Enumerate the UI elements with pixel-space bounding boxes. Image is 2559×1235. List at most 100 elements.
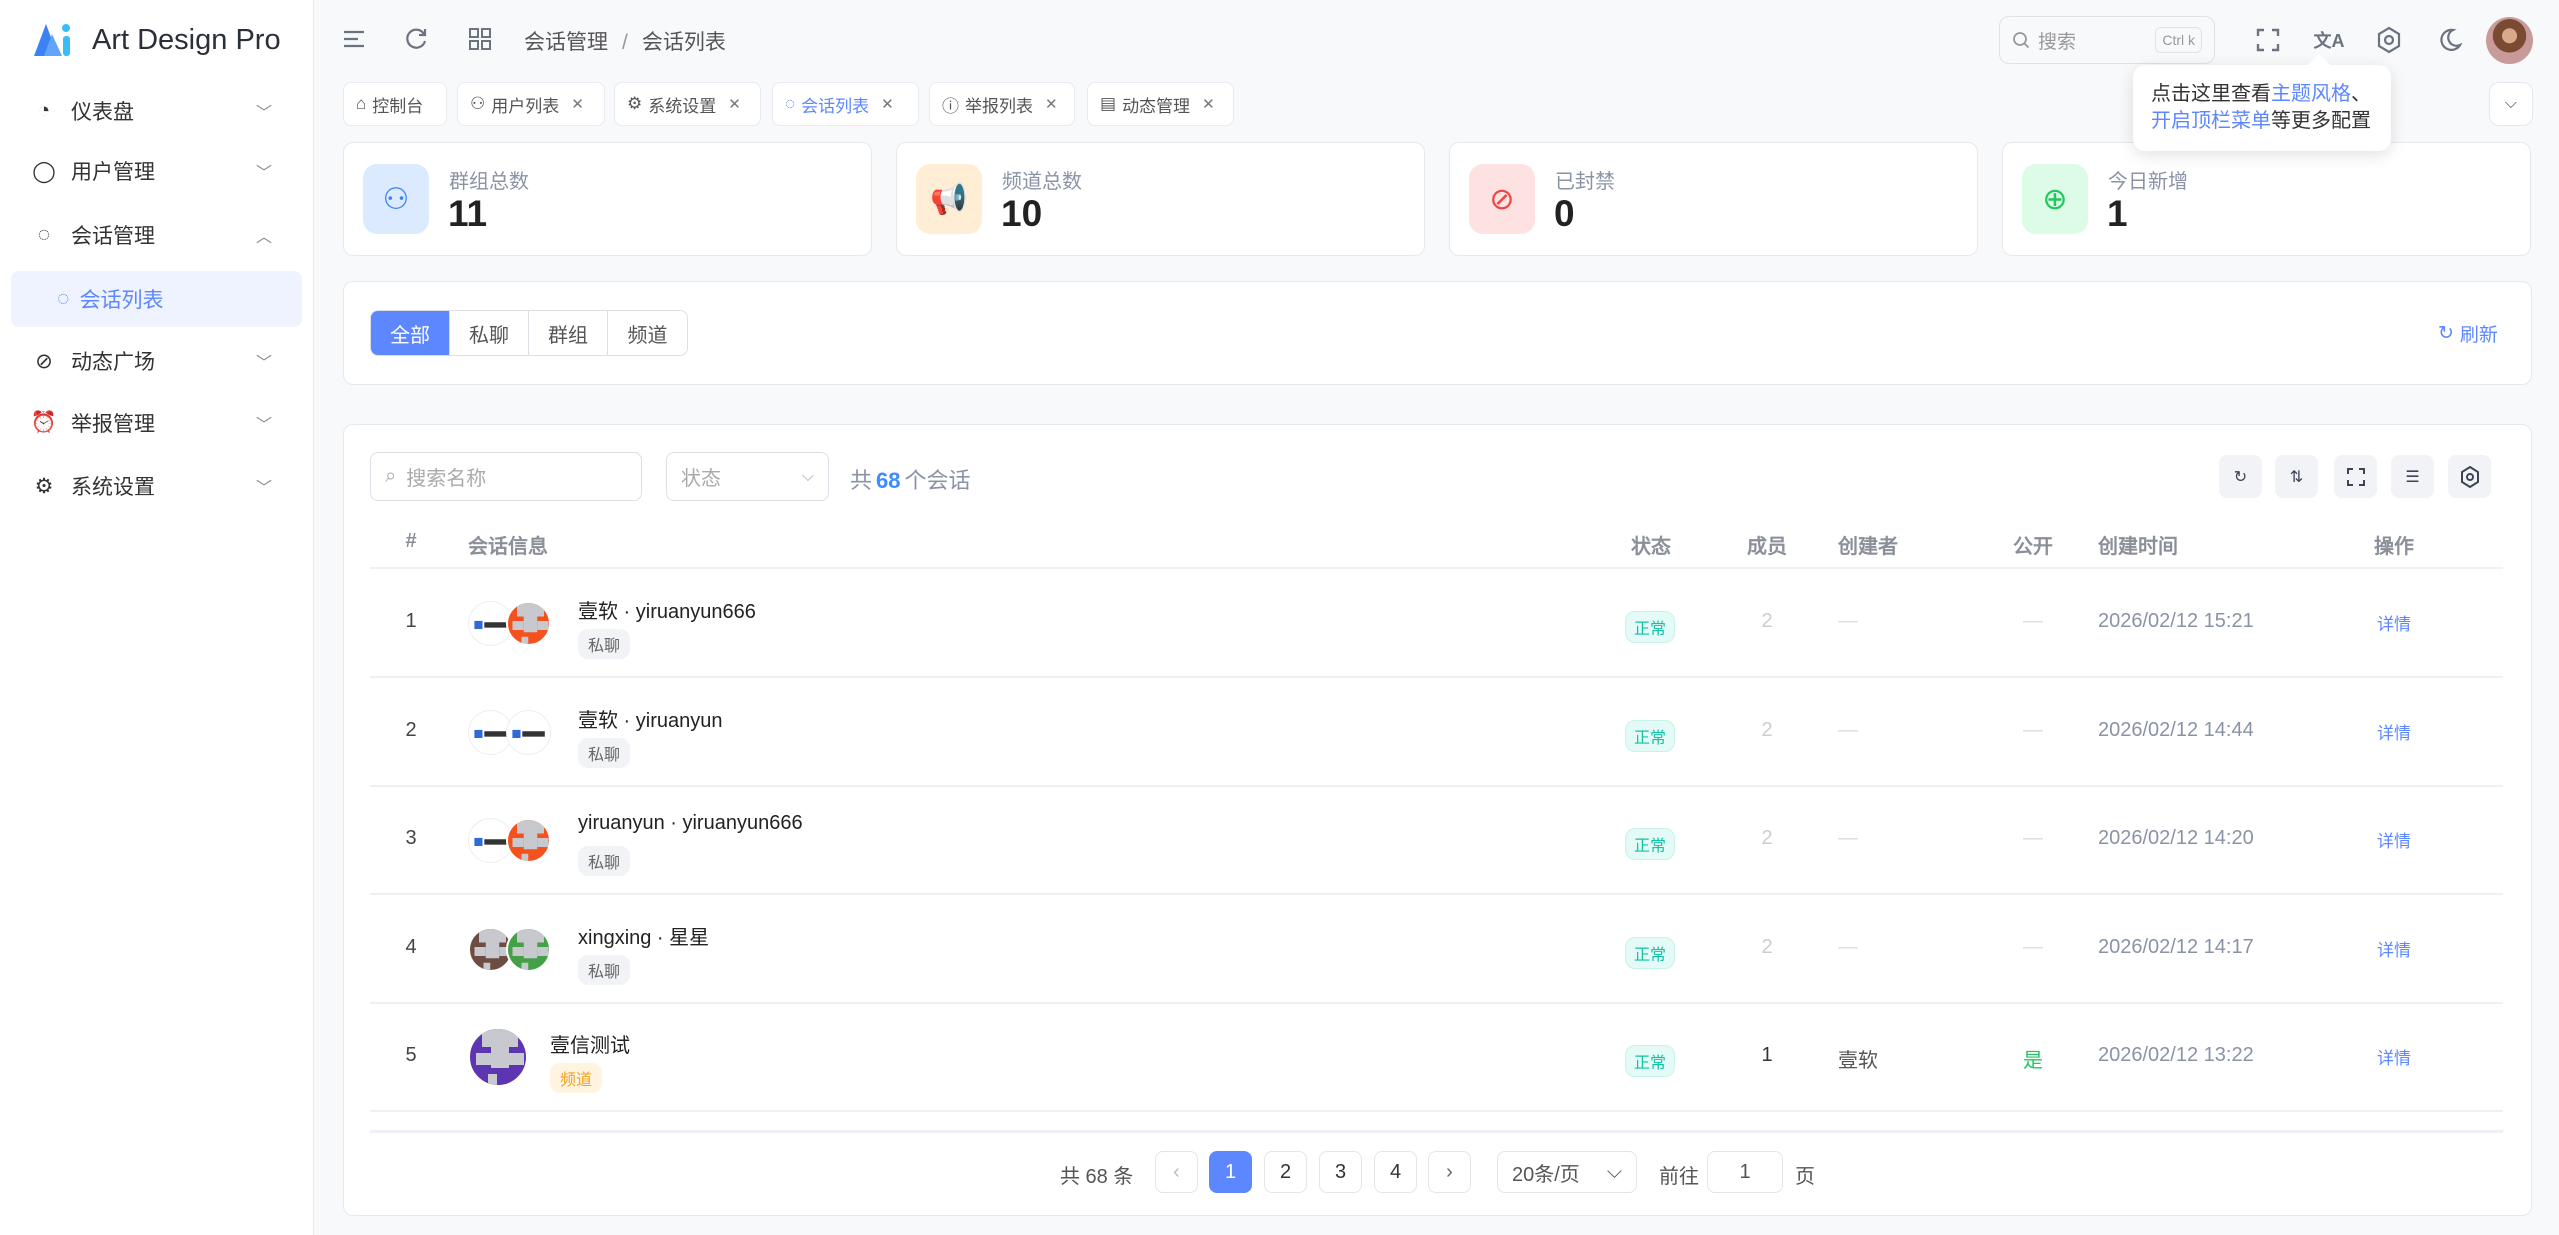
top-menu-link[interactable]: 开启顶栏菜单 <box>2151 110 2271 132</box>
creator: — <box>1838 718 1858 741</box>
sidebar-item-3[interactable]: ◌ 会话列表 <box>11 271 302 327</box>
segment-0[interactable]: 全部 <box>371 311 450 355</box>
tab-label: 用户列表 <box>491 96 560 116</box>
detail-link[interactable]: 详情 <box>2377 723 2411 743</box>
tab-3[interactable]: ◌ 会话列表 ✕ <box>772 82 919 126</box>
page-button[interactable]: 3 <box>1319 1151 1362 1193</box>
chevron-down-icon: ﹀ <box>255 417 272 434</box>
dark-mode-icon[interactable] <box>2433 23 2467 57</box>
segment-1[interactable]: 私聊 <box>450 311 529 355</box>
page-button[interactable]: 2 <box>1264 1151 1307 1193</box>
member-count: 1 <box>1761 1044 1773 1066</box>
global-search[interactable]: 搜索 Ctrl k <box>1999 16 2215 64</box>
chevron-up-icon: ︿ <box>255 229 272 246</box>
table-bottom-divider <box>370 1130 2503 1133</box>
segment-3[interactable]: 频道 <box>627 324 668 347</box>
detail-link[interactable]: 详情 <box>2377 940 2411 960</box>
table-fullscreen-button[interactable] <box>2334 455 2377 498</box>
created-time: 2026/02/12 14:20 <box>2098 827 2254 849</box>
table-density-button[interactable]: ☰ <box>2391 455 2434 498</box>
tab-1[interactable]: ⚇ 用户列表 ✕ <box>457 82 605 126</box>
user-avatar[interactable] <box>2486 17 2533 64</box>
breadcrumb-item-current: 会话列表 <box>641 31 726 54</box>
close-icon[interactable]: ✕ <box>1045 96 1058 113</box>
translate-icon[interactable]: 文A <box>2313 31 2345 51</box>
page-button[interactable]: 1 <box>1209 1151 1252 1193</box>
stat-label: 频道总数 <box>1002 171 1082 193</box>
grid-icon[interactable] <box>463 22 497 56</box>
status-badge: 正常 <box>1625 1045 1676 1077</box>
breadcrumb-item[interactable]: 会话管理 <box>524 31 608 54</box>
stat-card: ⚇ 群组总数 11 <box>343 142 872 256</box>
tab-2[interactable]: ⚙ 系统设置 ✕ <box>614 82 761 126</box>
public-flag: — <box>2023 610 2043 632</box>
identicon-avatar <box>506 818 551 863</box>
settings-tooltip: 点击这里查看主题风格、 开启顶栏菜单等更多配置 <box>2133 65 2391 151</box>
settings-icon[interactable] <box>2372 23 2406 57</box>
segment-2[interactable]: 群组 <box>529 311 608 355</box>
session-type-tag: 频道 <box>550 1063 603 1093</box>
row-index: 1 <box>405 610 417 632</box>
alert-icon: ⓘ <box>942 96 959 116</box>
ban-icon: ⊘ <box>1469 164 1535 234</box>
goto-page-input[interactable]: 1 <box>1707 1151 1783 1193</box>
table-settings-button[interactable] <box>2448 455 2491 498</box>
close-icon[interactable]: ✕ <box>881 96 894 113</box>
member-count: 2 <box>1761 610 1773 632</box>
menu-toggle-icon[interactable] <box>337 22 371 56</box>
sidebar-item-label: 用户管理 <box>71 161 155 184</box>
tab-5[interactable]: ▤ 动态管理 ✕ <box>1087 82 1234 126</box>
refresh-icon: ↻ <box>2438 323 2454 344</box>
table-sort-button[interactable]: ⇅ <box>2275 455 2318 498</box>
sidebar-item-label: 举报管理 <box>71 413 155 436</box>
close-icon[interactable]: ✕ <box>728 96 741 113</box>
pie-chart-icon: ◔ <box>37 99 51 122</box>
page-size-select[interactable]: 20条/页 ⌵ <box>1497 1151 1637 1193</box>
sidebar-item-1[interactable]: ◯ 用户管理 ﹀ <box>11 143 302 199</box>
settings-icon <box>2460 465 2479 488</box>
tab-4[interactable]: ⓘ 举报列表 ✕ <box>929 82 1075 126</box>
member-count: 2 <box>1761 718 1773 741</box>
next-page-button[interactable]: › <box>1428 1151 1471 1193</box>
detail-link[interactable]: 详情 <box>2377 615 2411 634</box>
gear-icon: ⚙ <box>627 94 643 113</box>
prev-page-button[interactable]: ‹ <box>1155 1151 1198 1193</box>
megaphone-icon: 📢 <box>916 164 982 234</box>
search-name-input[interactable]: ⌕ 搜索名称 <box>370 452 642 501</box>
column-header: 创建时间 <box>2098 536 2178 558</box>
theme-style-link[interactable]: 主题风格 <box>2271 83 2351 105</box>
gear-icon: ⚙ <box>34 474 54 498</box>
session-type-tag: 私聊 <box>578 846 631 876</box>
chevron-down-icon: ⌵ <box>2504 95 2518 112</box>
refresh-button[interactable]: ↻ 刷新 <box>2438 320 2498 347</box>
sidebar-item-2[interactable]: ◌ 会话管理 ︿ <box>11 207 302 263</box>
compass-icon: ⊘ <box>35 349 53 373</box>
session-name: 壹软 · yiruanyun <box>578 709 723 732</box>
sidebar: Art Design Pro ◔ 仪表盘 ﹀ ◯ 用户管理 ﹀ ◌ 会话管理 ︿ ◌ 会话列表 ⊘ 动… <box>0 0 314 1235</box>
refresh-icon: ↻ <box>2233 468 2248 486</box>
sidebar-item-0[interactable]: ◔ 仪表盘 ﹀ <box>11 83 302 139</box>
plus-circle-icon: ⊕ <box>2022 164 2088 234</box>
detail-link[interactable]: 详情 <box>2377 1049 2411 1068</box>
chat-bubble-icon: ◌ <box>785 94 796 113</box>
table-refresh-button[interactable]: ↻ <box>2219 455 2262 498</box>
tab-0[interactable]: ⌂ 控制台 <box>343 82 447 126</box>
stat-value: 0 <box>1554 193 1575 234</box>
app-logo[interactable]: Art Design Pro <box>32 22 281 58</box>
column-header: 操作 <box>2374 536 2414 558</box>
refresh-label: 刷新 <box>2459 325 2498 346</box>
sidebar-item-6[interactable]: ⚙ 系统设置 ﹀ <box>11 458 302 514</box>
sidebar-item-5[interactable]: ⏰ 举报管理 ﹀ <box>11 395 302 451</box>
identicon-avatar <box>468 1027 528 1087</box>
close-icon[interactable]: ✕ <box>571 96 584 113</box>
detail-link[interactable]: 详情 <box>2377 832 2411 851</box>
refresh-icon[interactable] <box>399 22 433 56</box>
document-icon: ▤ <box>1100 94 1117 113</box>
sidebar-item-4[interactable]: ⊘ 动态广场 ﹀ <box>11 333 302 389</box>
tabs-dropdown-button[interactable]: ⌵ <box>2489 82 2533 126</box>
status-select[interactable]: 状态 ⌵ <box>666 452 829 501</box>
close-icon[interactable]: ✕ <box>1202 96 1215 113</box>
stat-label: 群组总数 <box>449 171 529 193</box>
page-button[interactable]: 4 <box>1374 1151 1417 1193</box>
fullscreen-icon[interactable] <box>2251 23 2285 57</box>
